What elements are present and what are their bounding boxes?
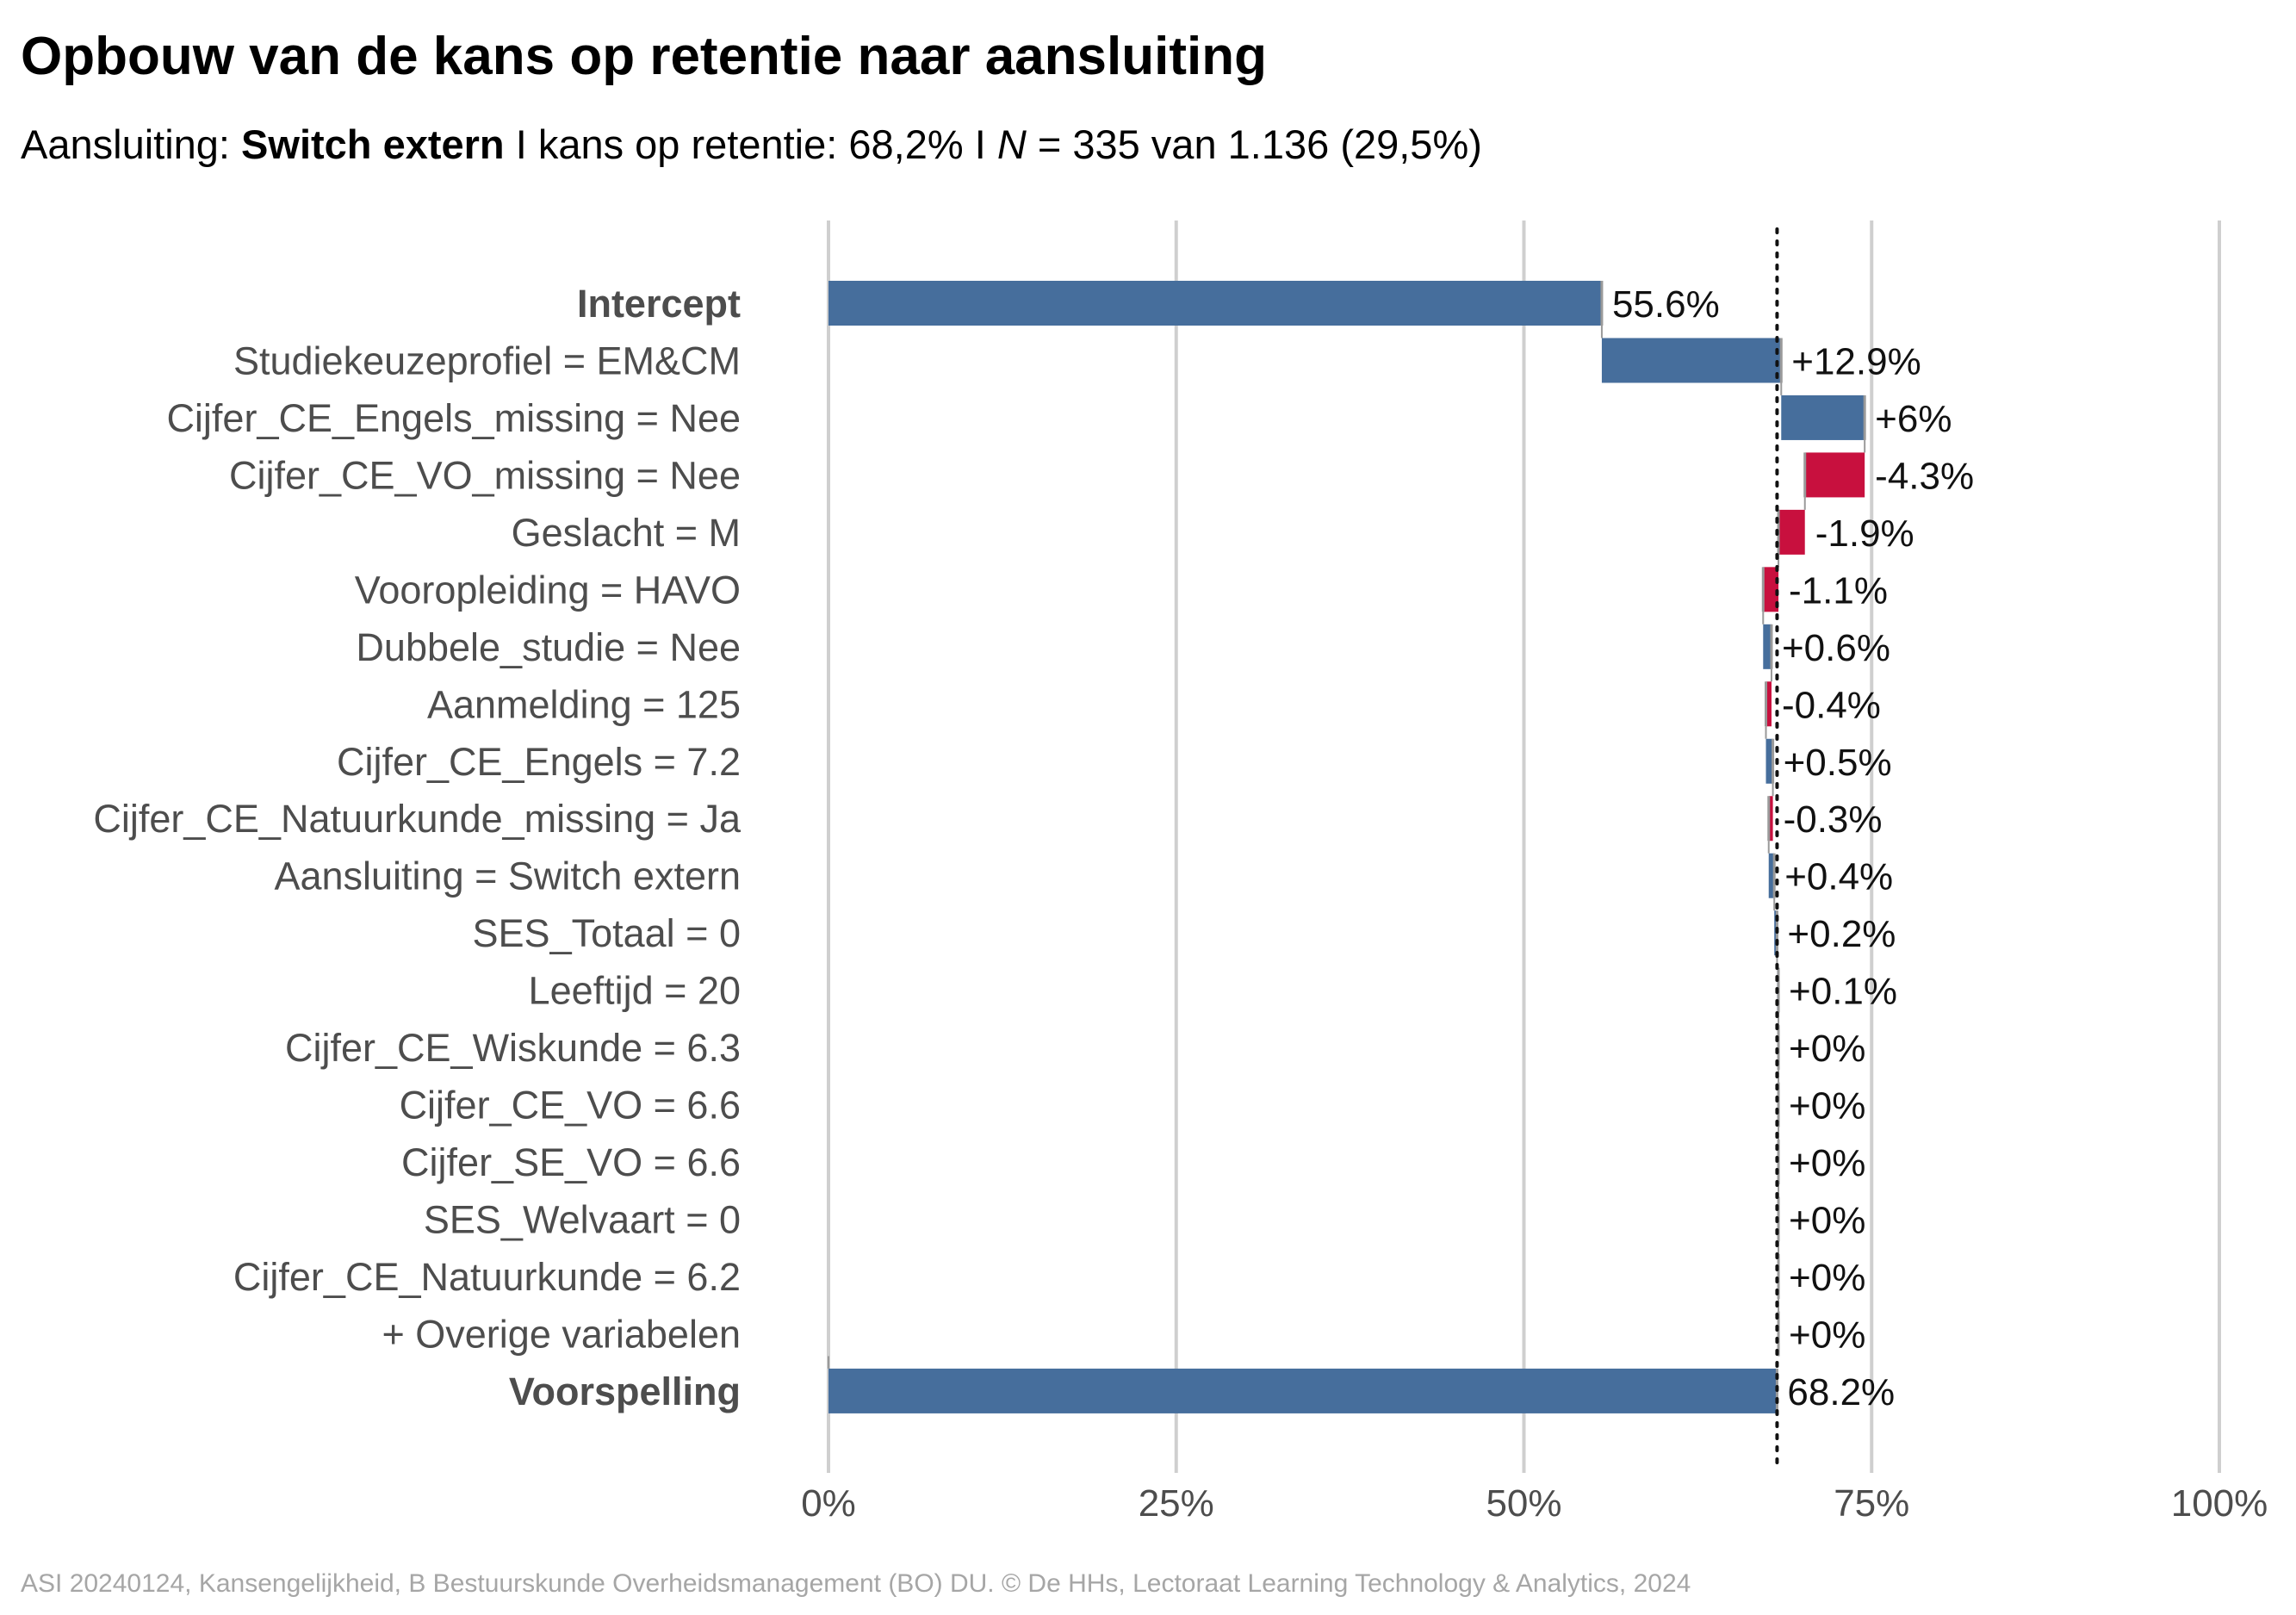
value-label: 68.2%	[1787, 1371, 1895, 1413]
value-label: +0%	[1789, 1314, 1865, 1356]
value-label: +0%	[1789, 1028, 1865, 1070]
value-label: -0.4%	[1782, 684, 1881, 726]
x-tick-label: 50%	[1486, 1482, 1561, 1525]
value-label: +0.6%	[1782, 627, 1890, 669]
category-label: Dubbele_studie = Nee	[356, 625, 741, 669]
subtitle-middle: I kans op retentie: 68,2% I	[504, 121, 997, 167]
value-label: +6%	[1875, 398, 1952, 440]
subtitle-group: Switch extern	[241, 121, 505, 167]
value-label: +0.1%	[1789, 971, 1897, 1013]
value-label: -1.9%	[1815, 512, 1914, 555]
subtitle-prefix: Aansluiting:	[21, 121, 242, 167]
category-label: Voorspelling	[509, 1370, 741, 1413]
x-tick-label: 25%	[1139, 1482, 1214, 1525]
waterfall-bar	[1781, 394, 1865, 440]
chart-subtitle: Aansluiting: Switch extern I kans op ret…	[21, 121, 1482, 168]
value-label: +0.2%	[1787, 913, 1896, 955]
waterfall-bar	[828, 281, 1602, 326]
value-label: -1.1%	[1789, 569, 1888, 612]
value-label: +0%	[1789, 1142, 1865, 1184]
category-label: Leeftijd = 20	[529, 969, 741, 1013]
category-label: SES_Welvaart = 0	[424, 1198, 741, 1242]
waterfall-bar	[1601, 338, 1782, 383]
grid-layer	[827, 221, 2221, 1473]
x-axis: 0% 25% 50% 75% 100%	[801, 1482, 2268, 1525]
waterfall-bar	[1768, 796, 1773, 842]
category-label: Cijfer_CE_VO = 6.6	[400, 1084, 741, 1127]
waterfall-bar	[1763, 624, 1772, 669]
waterfall-bar	[828, 1368, 1778, 1413]
value-label: -0.3%	[1784, 798, 1883, 841]
waterfall-bar	[1778, 509, 1805, 555]
category-label: Cijfer_CE_Engels_missing = Nee	[166, 396, 741, 440]
category-label: Cijfer_CE_Natuurkunde_missing = Ja	[93, 797, 742, 841]
value-label: +0.4%	[1784, 856, 1893, 898]
category-label: Studiekeuzeprofiel = EM&CM	[233, 339, 741, 382]
category-label: Cijfer_SE_VO = 6.6	[401, 1140, 741, 1184]
x-tick-label: 0%	[801, 1482, 856, 1525]
value-label: +0%	[1789, 1085, 1865, 1127]
category-label: Intercept	[577, 282, 741, 326]
category-label: Cijfer_CE_Wiskunde = 6.3	[285, 1026, 741, 1070]
chart-caption: ASI 20240124, Kansengelijkheid, B Bestuu…	[21, 1569, 1691, 1598]
chart-title: Opbouw van de kans op retentie naar aans…	[21, 27, 1267, 86]
value-label: +0.5%	[1784, 742, 1892, 784]
category-label: Aansluiting = Switch extern	[274, 854, 741, 898]
x-tick-label: 100%	[2171, 1482, 2268, 1525]
category-label: Cijfer_CE_VO_missing = Nee	[229, 453, 741, 497]
value-label: -4.3%	[1875, 455, 1974, 497]
waterfall-bar	[1763, 567, 1779, 612]
labels-layer: Intercept 55.6% Studiekeuzeprofiel = EM&CM…	[93, 282, 1974, 1413]
waterfall-bar	[1765, 738, 1773, 784]
waterfall-bar	[1804, 452, 1865, 498]
value-label: +0%	[1789, 1257, 1865, 1299]
category-label: Geslacht = M	[512, 511, 741, 555]
category-label: Aanmelding = 125	[427, 682, 741, 726]
bars-layer	[828, 281, 1866, 1413]
category-label: + Overige variabelen	[382, 1312, 742, 1356]
value-label: +12.9%	[1791, 340, 1921, 382]
subtitle-suffix: = 335 van 1.136 (29,5%)	[1026, 121, 1482, 167]
category-label: Vooropleiding = HAVO	[355, 568, 741, 612]
value-label: +0%	[1789, 1200, 1865, 1242]
waterfall-bar	[1768, 853, 1775, 898]
category-label: SES_Totaal = 0	[473, 911, 741, 955]
subtitle-n-symbol: N	[996, 121, 1027, 167]
category-label: Cijfer_CE_Natuurkunde = 6.2	[233, 1255, 741, 1299]
waterfall-bar	[1765, 681, 1772, 727]
value-label: 55.6%	[1612, 283, 1720, 326]
x-tick-label: 75%	[1834, 1482, 1909, 1525]
category-label: Cijfer_CE_Engels = 7.2	[337, 740, 741, 784]
